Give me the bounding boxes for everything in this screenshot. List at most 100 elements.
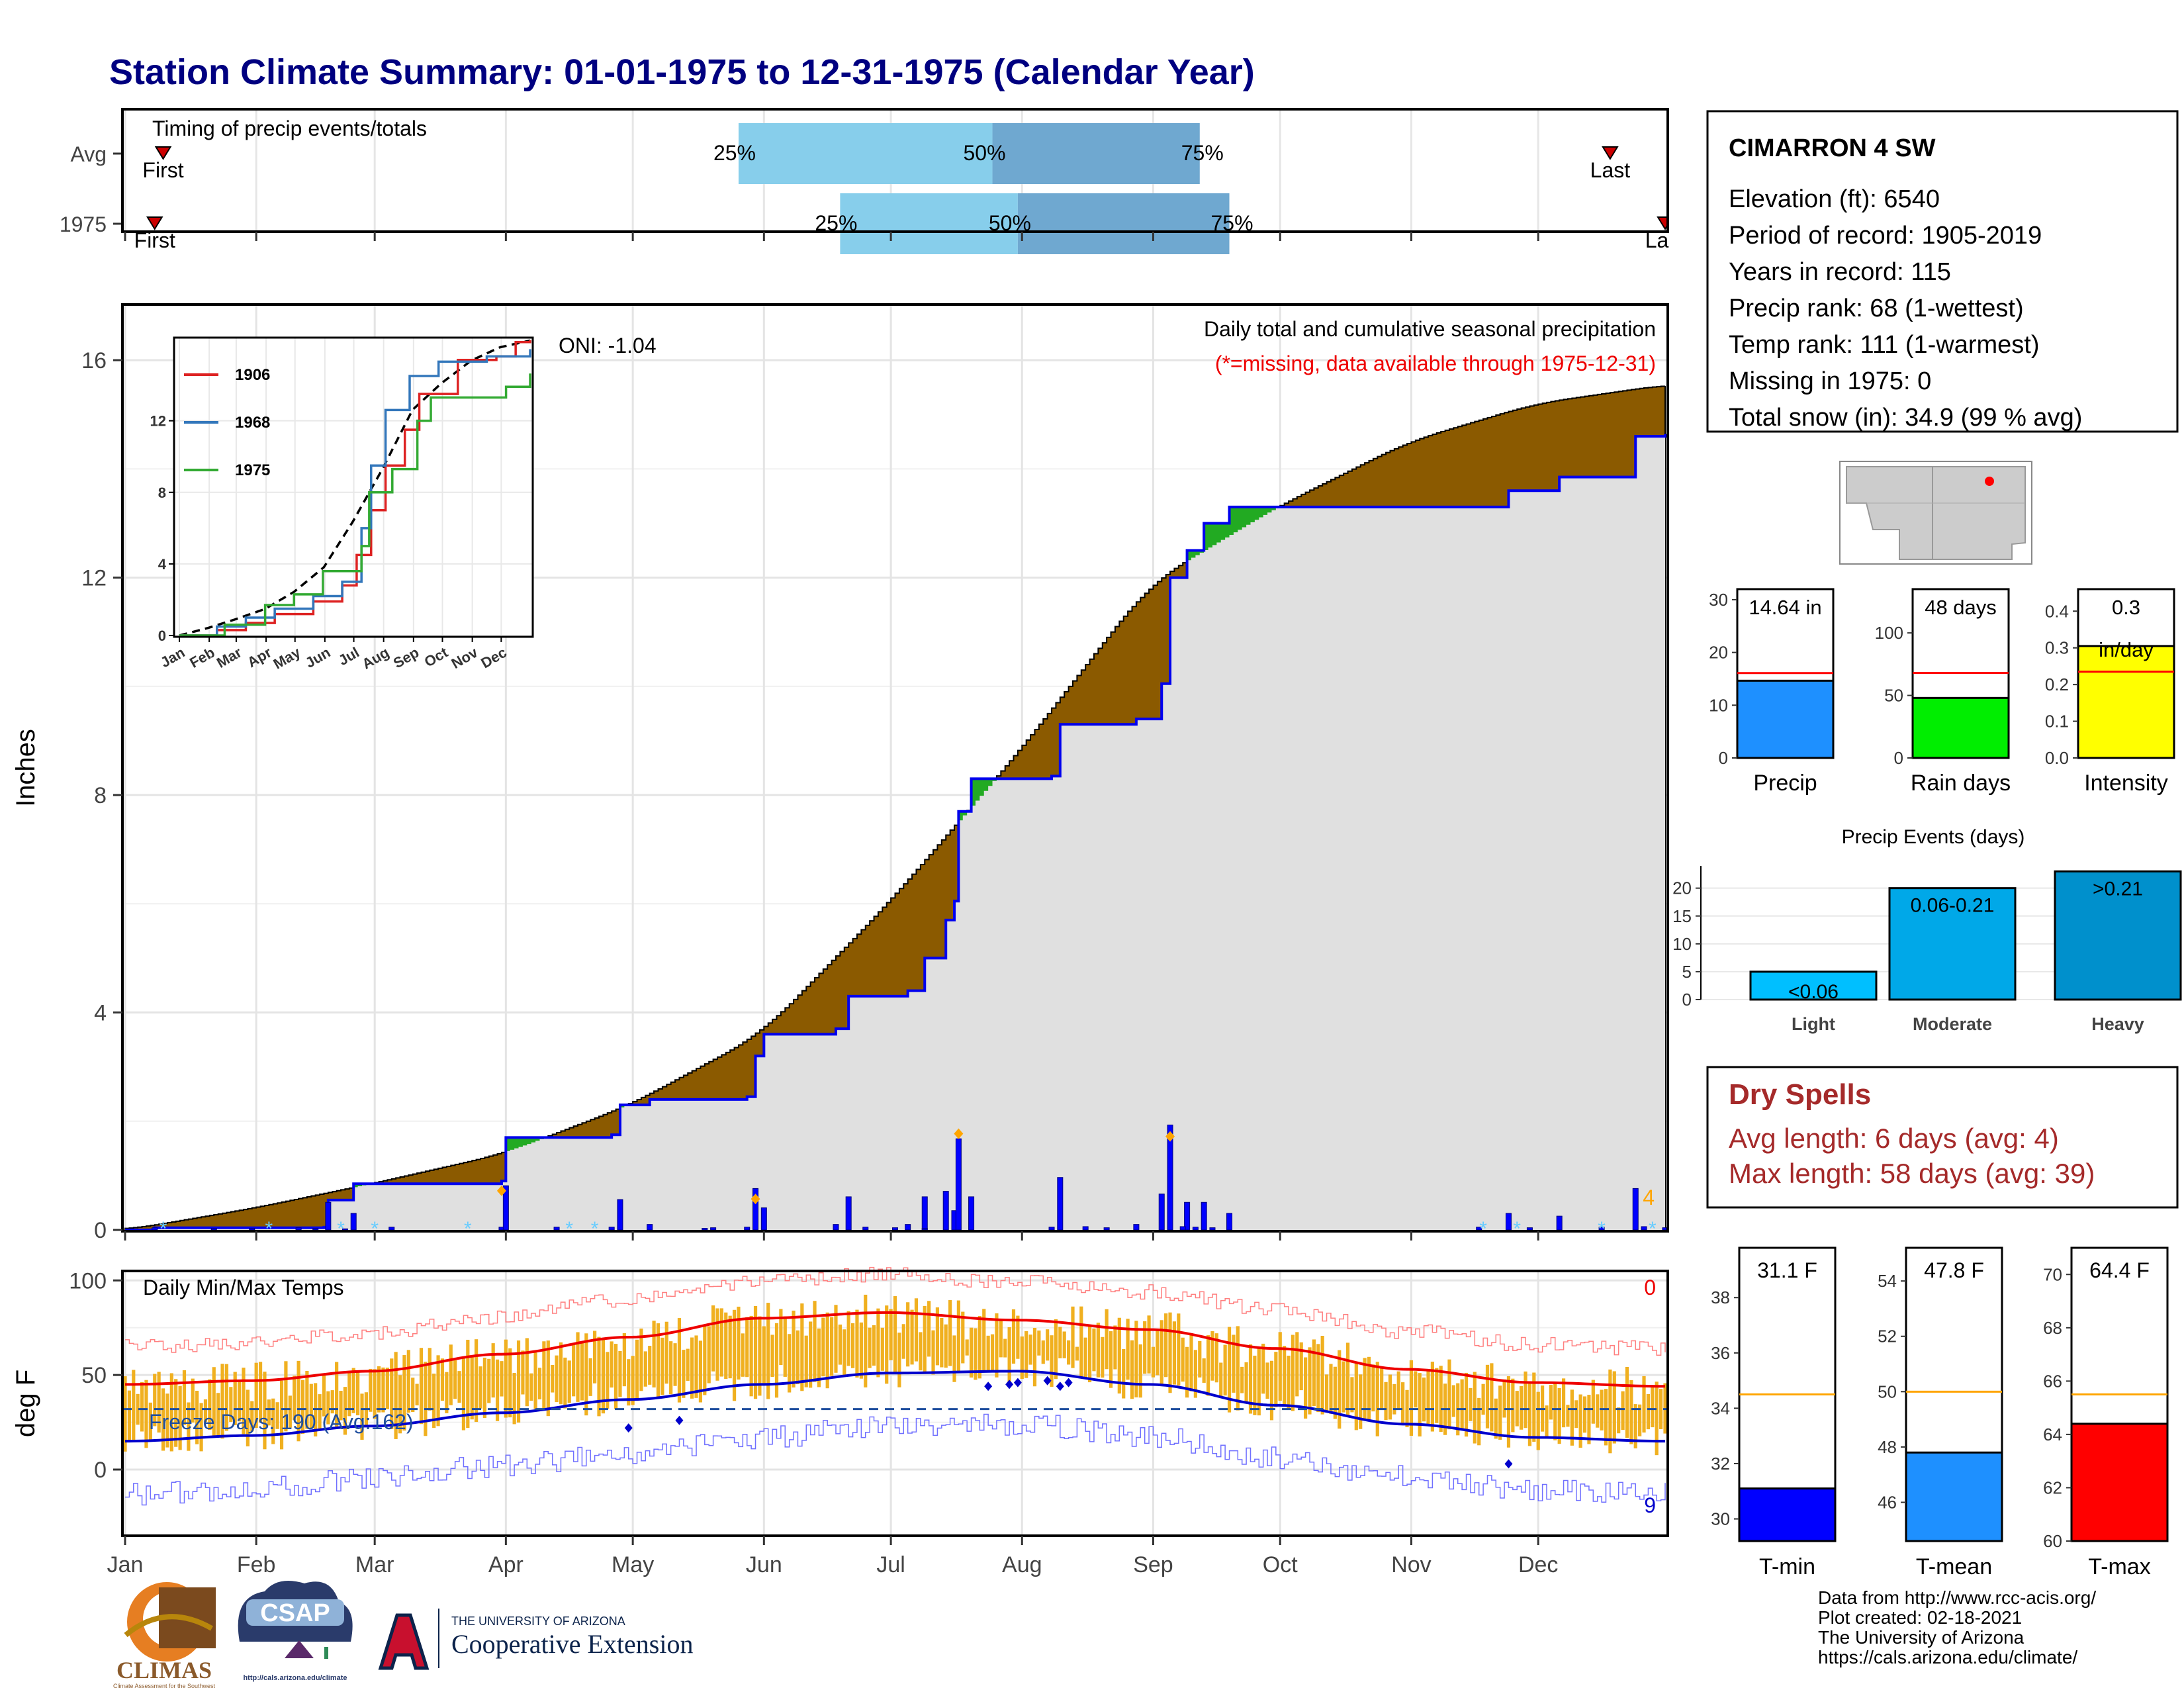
temp-summary-y-tick: 66 (2043, 1371, 2062, 1391)
snow-marker: * (159, 1218, 167, 1240)
daily-temp-bar (132, 1370, 136, 1441)
daily-temp-bar (1079, 1306, 1083, 1378)
daily-temp-bar (846, 1311, 850, 1366)
daily-temp-bar (504, 1339, 508, 1418)
daily-temp-bar (914, 1298, 919, 1362)
daily-temp-bar (1316, 1344, 1320, 1413)
precip-y-tick: 12 (81, 566, 107, 591)
snow-marker: * (1513, 1218, 1521, 1240)
daily-temp-bar (588, 1358, 592, 1396)
events-category-label: Heavy (2091, 1014, 2144, 1034)
summary-y-tick: 30 (1709, 590, 1728, 610)
snow-marker: * (1479, 1218, 1487, 1240)
summary-bar (2077, 645, 2175, 759)
precip-y-tick: 16 (81, 348, 107, 373)
daily-precip-bar (833, 1224, 839, 1231)
temp-summary-y-tick: 32 (1711, 1454, 1730, 1474)
daily-temp-bar (288, 1395, 292, 1428)
daily-temp-bar (1046, 1329, 1050, 1361)
daily-temp-bar (974, 1328, 978, 1380)
daily-precip-bar (744, 1227, 751, 1231)
daily-temp-bar (850, 1323, 855, 1368)
daily-temp-bar (157, 1372, 161, 1433)
daily-temp-bar (821, 1317, 825, 1377)
csap-logo-text: CSAP (260, 1599, 330, 1627)
daily-temp-bar (1024, 1331, 1028, 1378)
daily-temp-bar (1651, 1387, 1655, 1428)
daily-precip-bar (1103, 1227, 1110, 1231)
daily-precip-bar (295, 1227, 302, 1231)
month-tick-label: Jun (746, 1552, 782, 1577)
daily-temp-bar (1134, 1321, 1138, 1398)
average-min-line (124, 1370, 1666, 1443)
daily-temp-bar (1527, 1383, 1532, 1446)
snow-marker: * (337, 1218, 345, 1240)
temp-summary-y-tick: 34 (1711, 1398, 1730, 1418)
daily-temp-bar (876, 1308, 880, 1378)
daily-temp-bar (529, 1373, 533, 1401)
daily-temp-bar (1181, 1337, 1185, 1382)
daily-temp-bar (749, 1315, 753, 1397)
daily-temp-bar (982, 1309, 986, 1372)
daily-temp-bar (373, 1369, 377, 1419)
station-info-line: Missing in 1975: 0 (1729, 367, 1931, 395)
daily-temp-bar (440, 1358, 445, 1401)
daily-temp-bar (284, 1361, 288, 1432)
daily-temp-bar (1227, 1327, 1232, 1413)
daily-precip-bar (1201, 1201, 1207, 1231)
daily-temp-bars (123, 1294, 1667, 1456)
daily-temp-bar (1126, 1319, 1130, 1380)
daily-temp-bar (356, 1370, 360, 1416)
inset-legend-label: 1968 (235, 414, 270, 432)
daily-temp-bar (335, 1362, 339, 1428)
daily-temp-bar (694, 1335, 698, 1398)
daily-temp-bar (601, 1338, 605, 1414)
daily-temp-bar (1612, 1371, 1616, 1444)
timing-title: Timing of precip events/totals (152, 117, 427, 140)
daily-temp-bar (1426, 1370, 1430, 1425)
daily-temp-bar (1269, 1360, 1274, 1421)
daily-temp-bar (796, 1330, 800, 1385)
daily-temp-bar (1401, 1382, 1405, 1425)
daily-temp-bar (1050, 1335, 1054, 1387)
daily-temp-bar (919, 1332, 923, 1371)
daily-temp-bar (643, 1351, 647, 1387)
daily-temp-bar (174, 1379, 178, 1447)
daily-temp-bar (1532, 1372, 1536, 1442)
daily-temp-bar (990, 1334, 995, 1372)
daily-temp-bar (187, 1402, 191, 1451)
daily-temp-bar (1223, 1344, 1227, 1396)
daily-temp-bar (1206, 1335, 1210, 1396)
extreme-event-marker (751, 1194, 760, 1205)
summary-y-tick: 20 (1709, 643, 1728, 663)
daily-temp-bar (1032, 1327, 1037, 1387)
events-y-tick: 15 (1672, 906, 1692, 926)
daily-temp-bar (758, 1316, 762, 1396)
freeze-days-label: Freeze Days: 190 (Avg:162) (149, 1410, 414, 1434)
daily-temp-bar (512, 1373, 516, 1425)
daily-temp-bar (1473, 1372, 1477, 1444)
daily-temp-bar (1490, 1363, 1494, 1432)
daily-temp-bar (559, 1342, 563, 1405)
precip-y-tick: 0 (94, 1218, 107, 1243)
daily-temp-bar (347, 1372, 351, 1417)
snow-marker: * (464, 1218, 472, 1240)
daily-temp-bar (690, 1337, 694, 1399)
daily-temp-bar (1105, 1309, 1109, 1370)
daily-temp-bar (1608, 1369, 1612, 1454)
record-low-marker (1043, 1376, 1052, 1385)
daily-temp-bar (1283, 1346, 1287, 1406)
daily-temp-bar (1451, 1385, 1455, 1417)
daily-temp-bar (1291, 1335, 1295, 1411)
daily-temp-bar (728, 1315, 732, 1379)
daily-temp-bar (1367, 1356, 1371, 1422)
daily-temp-bar (1274, 1352, 1278, 1407)
daily-precip-bar (710, 1227, 717, 1231)
daily-temp-bar (508, 1348, 512, 1418)
daily-temp-bar (648, 1346, 652, 1385)
summary-y-tick: 50 (1884, 686, 1903, 706)
daily-temp-bar (322, 1375, 326, 1417)
daily-temp-bar (999, 1320, 1003, 1358)
daily-temp-bar (1545, 1405, 1549, 1439)
